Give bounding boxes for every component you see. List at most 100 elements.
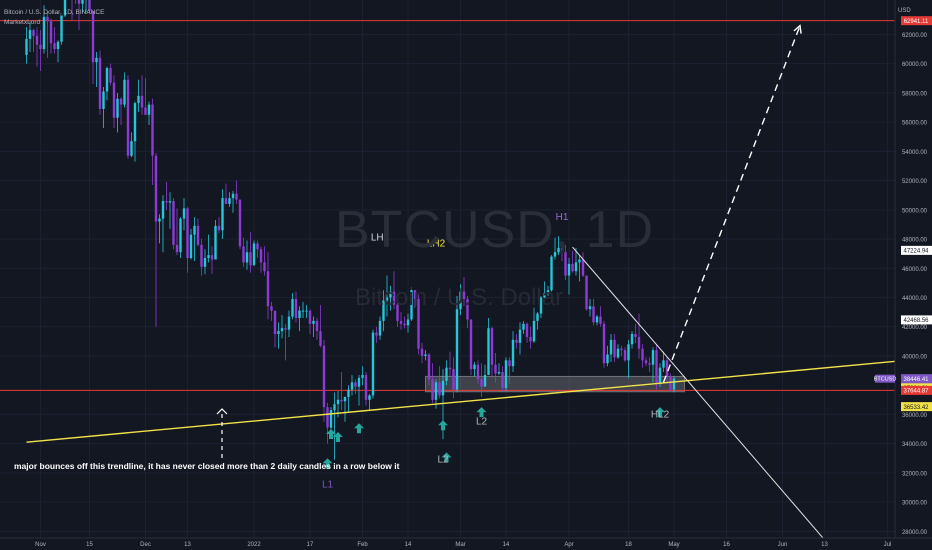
support-zone xyxy=(425,375,685,393)
candle-down xyxy=(53,43,56,50)
candle-down xyxy=(427,354,431,380)
candle-down xyxy=(196,225,200,245)
candle-down xyxy=(438,382,441,396)
candle-down xyxy=(39,44,42,50)
candle-down xyxy=(224,198,228,204)
projection-line xyxy=(662,25,801,383)
candle-up xyxy=(245,252,249,263)
candle-up xyxy=(347,389,350,397)
candle-up xyxy=(651,350,655,365)
price-tag-label: 38446.41 xyxy=(903,377,929,383)
candle-down xyxy=(469,319,473,370)
price-tag xyxy=(901,245,932,255)
time-tick-label: Nov xyxy=(35,542,46,548)
candle-down xyxy=(655,350,658,384)
time-tick-label: Dec xyxy=(140,542,151,548)
candle-up xyxy=(214,225,217,260)
candle-up xyxy=(487,328,490,375)
candle-up xyxy=(312,320,315,324)
candle-up xyxy=(228,198,231,204)
candle-down xyxy=(354,382,357,387)
price-tag xyxy=(901,315,932,325)
price-axis xyxy=(895,0,932,550)
annotation-pointer-head xyxy=(216,408,228,415)
grid xyxy=(0,0,895,538)
candle-up xyxy=(116,98,119,118)
price-tick-label: 56000.00 xyxy=(902,121,928,127)
candle-up xyxy=(578,259,581,263)
candle-down xyxy=(599,316,602,324)
symbol-title: Bitcoin / U.S. Dollar, 1D, BINANCE xyxy=(4,9,105,16)
candle-up xyxy=(518,329,522,343)
candle-down xyxy=(452,369,455,390)
candle-down xyxy=(669,376,672,390)
up-arrow-icon xyxy=(333,431,343,442)
symbol-tag xyxy=(875,374,895,383)
candle-up xyxy=(56,41,60,50)
candle-up xyxy=(25,38,28,55)
candle-up xyxy=(385,297,389,301)
price-tick-label: 52000.00 xyxy=(902,179,928,185)
time-tick-label: 18 xyxy=(625,542,632,548)
candle-down xyxy=(508,360,511,367)
price-tick-label: 46000.00 xyxy=(902,267,928,273)
candle-up xyxy=(546,290,550,294)
price-tick-label: 30000.00 xyxy=(902,501,928,507)
candle-up xyxy=(203,258,207,267)
candle-down xyxy=(564,252,567,276)
price-tick-label: 60000.00 xyxy=(902,62,928,68)
candle-up xyxy=(543,293,546,298)
candle-down xyxy=(151,104,154,156)
candle-down xyxy=(501,372,504,389)
candle-up xyxy=(410,290,413,320)
time-tick-label: 16 xyxy=(723,542,730,548)
candle-down xyxy=(266,271,270,307)
time-axis xyxy=(0,538,932,550)
candle-down xyxy=(88,0,91,12)
watermark-ticker: BTCUSD, 1D xyxy=(335,201,655,259)
candle-up xyxy=(291,298,294,317)
candle-down xyxy=(581,259,585,276)
price-tick-label: 34000.00 xyxy=(902,442,928,448)
candle-up xyxy=(102,91,105,109)
candle-up xyxy=(368,395,371,400)
candle-down xyxy=(284,328,287,330)
candle-up xyxy=(616,348,620,358)
candle-down xyxy=(644,360,648,364)
time-tick-label: 13 xyxy=(821,542,828,548)
candle-down xyxy=(403,323,406,326)
candle-down xyxy=(637,336,641,349)
candle-up xyxy=(231,193,235,199)
price-tag-label: 37644.87 xyxy=(903,389,929,395)
candle-down xyxy=(238,199,242,247)
candle-down xyxy=(112,82,116,118)
price-tick-label: 42000.00 xyxy=(902,325,928,331)
candle-up xyxy=(287,316,291,330)
candle-up xyxy=(277,331,280,335)
time-tick-label: Jul xyxy=(884,542,892,548)
candle-up xyxy=(511,339,515,367)
candle-up xyxy=(539,297,543,314)
time-tick-label: 15 xyxy=(86,542,93,548)
candle-down xyxy=(375,332,378,336)
time-tick-label: Feb xyxy=(357,542,368,548)
candle-down xyxy=(256,243,259,250)
candle-down xyxy=(515,339,518,343)
price-tick-label: 54000.00 xyxy=(902,150,928,156)
price-tick-label: 48000.00 xyxy=(902,238,928,244)
candle-up xyxy=(280,328,284,332)
up-arrow-icon xyxy=(441,452,452,463)
candle-up xyxy=(298,310,301,318)
candle-down xyxy=(186,208,189,259)
time-tick-label: Jun xyxy=(778,542,788,548)
candle-up xyxy=(406,319,410,326)
candle-up xyxy=(252,243,256,266)
candle-up xyxy=(361,374,364,378)
price-tick-label: 44000.00 xyxy=(902,296,928,302)
candle-down xyxy=(35,35,39,45)
downtrend-line xyxy=(572,246,829,545)
candle-up xyxy=(28,30,32,39)
candle-up xyxy=(378,320,382,336)
